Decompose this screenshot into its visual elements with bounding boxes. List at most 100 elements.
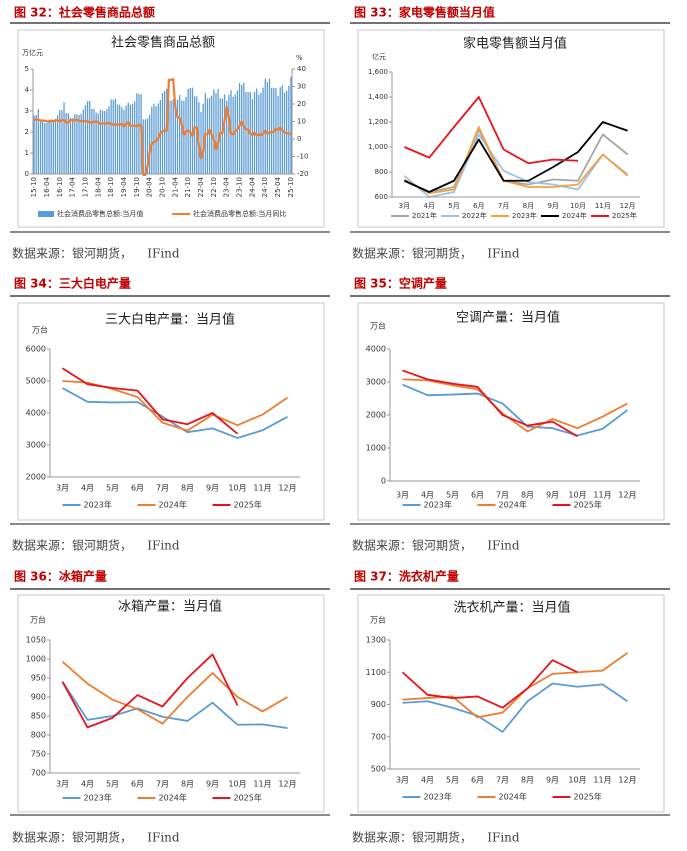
y-tick-label: 900	[31, 693, 46, 702]
x-tick-label: 6月	[471, 491, 484, 500]
bar	[56, 115, 59, 174]
legend-label: 2024年	[159, 500, 187, 510]
series-line	[61, 681, 288, 730]
bar	[125, 105, 127, 174]
x-tick-label: 6月	[471, 776, 484, 785]
bar	[288, 85, 290, 174]
x-tick-label: 5月	[448, 202, 459, 210]
bar	[193, 96, 196, 174]
bar	[74, 114, 76, 174]
bar	[82, 109, 84, 174]
figure-caption: 图 36：冰箱产量	[14, 569, 107, 584]
x-tick-label: 12月	[278, 484, 296, 493]
y-axis-unit: 万台	[32, 325, 48, 335]
source-note: 数据来源：银河期货， IFind	[352, 246, 520, 261]
x-tick-label: 3月	[399, 202, 410, 210]
series-line	[404, 128, 629, 193]
series-line	[62, 387, 288, 439]
y-tick-label: 1300	[366, 636, 386, 645]
bar	[241, 84, 243, 174]
y-tick-label: 1000	[26, 655, 46, 664]
legend-label: 2025年	[574, 792, 602, 802]
x-tick-label: 21-10	[184, 177, 192, 197]
x-tick-label: 9月	[546, 776, 559, 785]
bar	[69, 117, 72, 174]
y-axis-unit: 万亿元	[22, 48, 43, 57]
x-tick-label: 9月	[547, 202, 558, 210]
bar	[275, 88, 277, 174]
x-tick-label: 8月	[523, 202, 534, 210]
bar	[247, 92, 249, 174]
x-tick-label: 21-04	[171, 176, 179, 197]
y-tick-label: 6000	[26, 345, 46, 354]
y2-tick-label: 0	[297, 135, 301, 143]
series-line	[402, 369, 578, 438]
x-tick-label: 4月	[421, 776, 434, 785]
y-tick-label: 4000	[366, 345, 386, 354]
y-tick-label: 850	[31, 712, 46, 721]
bar	[35, 114, 37, 174]
bar	[183, 100, 185, 174]
bar	[89, 100, 91, 174]
bar	[46, 122, 48, 174]
y-tick-label: 500	[371, 765, 386, 774]
bar	[54, 118, 57, 174]
bar	[86, 101, 89, 174]
legend-label: 2023年	[424, 792, 452, 802]
bar	[172, 99, 174, 174]
x-tick-label: 7月	[496, 491, 509, 500]
x-tick-label: 3月	[56, 780, 69, 789]
legend-label: 2025年	[234, 500, 262, 510]
x-tick-label: 6月	[131, 780, 144, 789]
bar	[50, 119, 52, 174]
bar	[256, 88, 258, 174]
x-tick-label: 12月	[618, 491, 636, 500]
x-tick-label: 4月	[81, 780, 94, 789]
source-note: 数据来源：银河期货， IFind	[12, 830, 180, 845]
y-tick-label: 1	[25, 149, 29, 157]
chart-title: 空调产量：当月值	[456, 310, 560, 326]
y-tick-label: 1,000	[368, 143, 388, 151]
x-tick-label: 9月	[206, 484, 219, 493]
legend-label: 社会消费品零售总额:当月同比	[193, 209, 286, 218]
bar	[262, 87, 264, 174]
bar	[119, 104, 121, 174]
bar	[159, 99, 162, 174]
y-tick-label: 4	[25, 86, 30, 94]
x-tick-label: 7月	[156, 780, 169, 789]
y-tick-label: 5000	[26, 377, 46, 386]
bar	[110, 99, 112, 174]
x-tick-label: 10月	[228, 484, 246, 493]
bar	[78, 114, 80, 174]
y-tick-label: 600	[375, 193, 388, 201]
x-tick-label: 23-10	[236, 177, 244, 197]
bar	[76, 114, 78, 174]
bar	[104, 111, 106, 174]
x-tick-label: 11月	[595, 202, 611, 210]
series-line	[403, 126, 629, 195]
series-line	[61, 653, 239, 729]
chart-title: 社会零售商品总额	[111, 35, 215, 51]
y-tick-label: 1000	[366, 444, 386, 453]
bar	[174, 104, 176, 174]
legend-label: 2023年	[84, 500, 112, 510]
x-tick-label: 7月	[496, 776, 509, 785]
y2-tick-label: -20	[297, 170, 308, 178]
legend-label: 2023年	[84, 793, 112, 803]
y2-tick-label: 40	[297, 65, 306, 73]
y-tick-label: 1,600	[368, 68, 388, 76]
legend-label: 2023年	[512, 211, 537, 220]
x-tick-label: 9月	[206, 780, 219, 789]
bar	[176, 99, 179, 174]
y-tick-label: 1,200	[368, 118, 388, 126]
bar	[264, 78, 266, 174]
bar	[213, 89, 215, 174]
source-note: 数据来源：银河期货， IFind	[352, 538, 520, 553]
legend-label: 2021年	[412, 211, 437, 220]
bar	[99, 109, 102, 174]
bar	[59, 109, 61, 174]
x-tick-label: 22-10	[210, 177, 218, 197]
chart-title: 冰箱产量：当月值	[118, 599, 222, 615]
series-line	[33, 78, 292, 176]
x-tick-label: 12月	[278, 780, 296, 789]
